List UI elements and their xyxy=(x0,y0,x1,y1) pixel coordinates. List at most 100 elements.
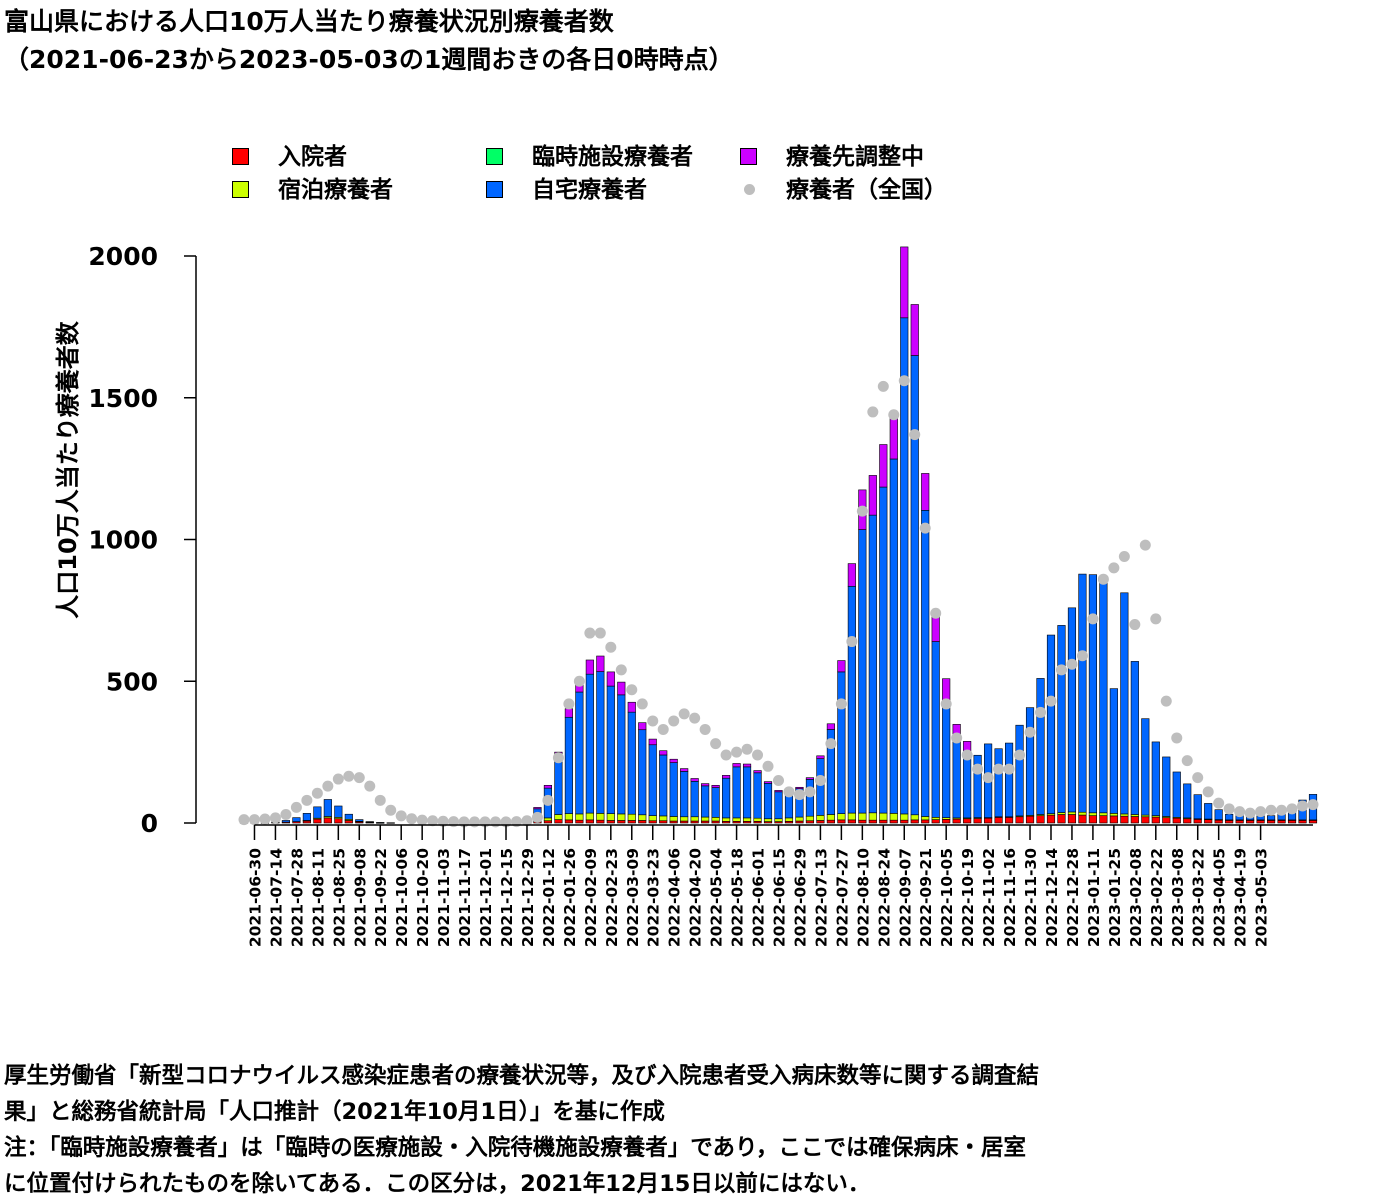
bar-segment xyxy=(617,820,626,824)
national-point xyxy=(521,815,533,827)
bar-segment xyxy=(1025,815,1035,824)
national-point xyxy=(1118,551,1130,563)
bar-stack xyxy=(1015,724,1024,824)
x-tick-label: 2021-08-25 xyxy=(330,848,348,947)
bar-segment xyxy=(994,817,1003,824)
bar-stack xyxy=(1214,809,1223,824)
bar-segment xyxy=(575,819,584,824)
bar-segment xyxy=(1057,814,1066,824)
bar-segment xyxy=(942,678,951,702)
bar-segment xyxy=(879,812,888,821)
footnote-line-1: 厚生労働省「新型コロナウイルス感染症患者の療養状況等，及び入院患者受入病床数等に… xyxy=(4,1063,1040,1089)
national-point xyxy=(1192,772,1204,784)
bar-segment xyxy=(1088,574,1097,814)
bar-segment xyxy=(1046,814,1056,824)
bar-segment xyxy=(596,671,605,814)
bar-segment xyxy=(1015,816,1024,824)
legend-swatch-hotel xyxy=(232,181,249,198)
national-point xyxy=(1276,804,1288,816)
bar-stack xyxy=(994,748,1003,824)
national-point xyxy=(1066,658,1078,670)
bar-stack xyxy=(344,813,353,824)
bar-segment xyxy=(596,655,605,672)
national-point xyxy=(615,664,627,676)
national-point xyxy=(909,429,921,441)
x-tick-label: 2023-03-22 xyxy=(1190,848,1208,947)
x-tick-label: 2022-07-27 xyxy=(833,848,851,947)
bar-segment xyxy=(722,775,731,779)
x-tick-label: 2022-09-07 xyxy=(896,848,914,947)
bar-segment xyxy=(1004,817,1014,824)
bar-segment xyxy=(638,820,647,824)
x-tick-label: 2022-12-14 xyxy=(1043,848,1061,947)
bar-segment xyxy=(931,817,940,820)
bar-stack xyxy=(680,768,689,824)
bar-segment xyxy=(313,818,322,824)
national-point xyxy=(1244,807,1256,819)
bar-stack xyxy=(564,708,573,824)
bar-segment xyxy=(1109,815,1118,824)
legend-item-home: 自宅療養者 xyxy=(486,176,647,204)
national-point xyxy=(542,794,554,806)
bar-segment xyxy=(722,777,731,819)
bar-segment xyxy=(1036,678,1045,815)
x-tick-label: 2021-12-15 xyxy=(498,848,516,947)
x-tick-label: 2022-06-15 xyxy=(771,848,789,947)
national-point xyxy=(773,774,784,786)
bar-segment xyxy=(617,681,626,696)
bar-segment xyxy=(805,779,815,817)
national-point xyxy=(1076,650,1088,662)
national-point xyxy=(993,763,1005,775)
x-tick-label: 2022-06-29 xyxy=(791,848,809,947)
bar-segment xyxy=(963,818,972,824)
bar-segment xyxy=(564,813,573,821)
bar-stack xyxy=(900,246,909,824)
y-axis-label: 人口10万人当たり療養者数 xyxy=(54,320,82,618)
national-point xyxy=(395,810,407,822)
bar-segment xyxy=(900,317,909,815)
x-tick-label: 2021-08-11 xyxy=(309,848,327,947)
x-tick-label: 2023-05-03 xyxy=(1253,848,1271,947)
national-point xyxy=(678,708,690,720)
bar-segment xyxy=(323,799,332,817)
bar-stack xyxy=(879,444,888,824)
bar-segment xyxy=(1067,811,1077,815)
bar-segment xyxy=(606,813,615,821)
bar-segment xyxy=(638,814,647,821)
legend-label-home: 自宅療養者 xyxy=(532,177,647,203)
national-point xyxy=(783,786,795,798)
bar-segment xyxy=(816,755,825,759)
bar-segment xyxy=(344,813,353,820)
national-point xyxy=(1234,806,1246,818)
bar-segment xyxy=(837,660,846,673)
x-tick-label: 2022-04-20 xyxy=(687,848,705,947)
national-point xyxy=(752,749,764,761)
bar-segment xyxy=(1193,794,1202,820)
national-point xyxy=(269,812,281,824)
bar-segment xyxy=(722,817,731,822)
bar-segment xyxy=(690,778,699,782)
bar-segment xyxy=(323,817,332,824)
bar-stack xyxy=(973,754,982,824)
x-tick-label: 2023-01-25 xyxy=(1106,848,1124,947)
bar-stack xyxy=(931,612,940,824)
bar-segment xyxy=(543,820,553,824)
bar-stack xyxy=(858,489,867,824)
national-point xyxy=(1265,804,1277,816)
national-point xyxy=(437,815,449,827)
bar-segment xyxy=(889,819,898,824)
national-point xyxy=(825,738,837,750)
bar-stack xyxy=(355,819,364,824)
bar-segment xyxy=(858,819,867,824)
bar-segment xyxy=(659,754,668,817)
bar-segment xyxy=(606,671,615,687)
x-tick-label: 2021-07-14 xyxy=(267,848,285,947)
x-tick-label: 2022-02-09 xyxy=(582,848,600,947)
bar-segment xyxy=(805,815,815,822)
bar-segment xyxy=(826,819,835,824)
bar-stack xyxy=(617,681,626,824)
bar-stack xyxy=(722,775,731,824)
bar-stack xyxy=(1109,688,1118,824)
x-tick-label: 2023-04-05 xyxy=(1211,848,1229,947)
